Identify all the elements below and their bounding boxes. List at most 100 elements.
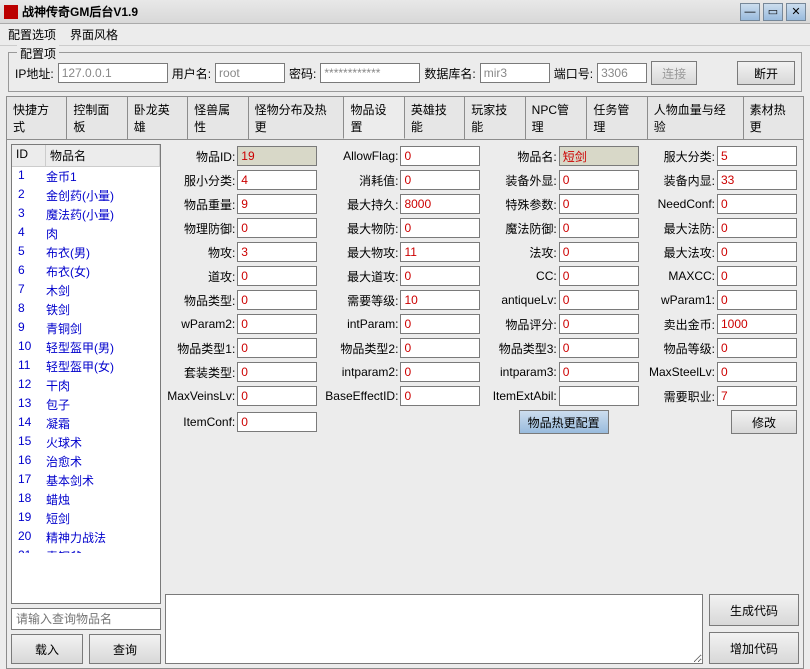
tab-3[interactable]: 怪兽属性: [187, 96, 248, 139]
gencode-button[interactable]: 生成代码: [709, 594, 799, 626]
menu-skin[interactable]: 界面风格: [70, 26, 118, 43]
field-input[interactable]: [559, 338, 639, 358]
list-item[interactable]: 6布衣(女): [12, 262, 160, 281]
tab-0[interactable]: 快捷方式: [6, 96, 67, 139]
field-input[interactable]: [559, 242, 639, 262]
field-input[interactable]: [559, 170, 639, 190]
pwd-input[interactable]: [320, 63, 420, 83]
field-input[interactable]: [400, 218, 480, 238]
field-input[interactable]: [559, 290, 639, 310]
field-input[interactable]: [237, 170, 317, 190]
list-item[interactable]: 21青铜斧: [12, 547, 160, 553]
list-item[interactable]: 8铁剑: [12, 300, 160, 319]
field-input[interactable]: [717, 338, 797, 358]
field-input[interactable]: [400, 194, 480, 214]
tab-2[interactable]: 卧龙英雄: [127, 96, 188, 139]
field-input[interactable]: [237, 412, 317, 432]
field-input[interactable]: [717, 266, 797, 286]
field-input[interactable]: [400, 362, 480, 382]
list-item[interactable]: 19短剑: [12, 509, 160, 528]
field-input[interactable]: [237, 266, 317, 286]
modify-button[interactable]: 修改: [731, 410, 797, 434]
list-item[interactable]: 11轻型盔甲(女): [12, 357, 160, 376]
port-input[interactable]: [597, 63, 647, 83]
field-input[interactable]: [237, 386, 317, 406]
tab-1[interactable]: 控制面板: [66, 96, 127, 139]
maximize-button[interactable]: ▭: [763, 3, 783, 21]
output-textarea[interactable]: [165, 594, 703, 664]
list-item[interactable]: 10轻型盔甲(男): [12, 338, 160, 357]
field-input[interactable]: [237, 290, 317, 310]
field-input[interactable]: [400, 314, 480, 334]
list-item[interactable]: 18蜡烛: [12, 490, 160, 509]
user-input[interactable]: [215, 63, 285, 83]
load-button[interactable]: 载入: [11, 634, 83, 664]
list-item[interactable]: 7木剑: [12, 281, 160, 300]
tab-6[interactable]: 英雄技能: [404, 96, 465, 139]
tab-4[interactable]: 怪物分布及热更: [248, 96, 345, 139]
list-item[interactable]: 1金币1: [12, 167, 160, 186]
field-input[interactable]: [717, 218, 797, 238]
list-item[interactable]: 3魔法药(小量): [12, 205, 160, 224]
field-input[interactable]: [237, 146, 317, 166]
field-input[interactable]: [717, 362, 797, 382]
menubar: 配置选项 界面风格: [0, 24, 810, 46]
field-input[interactable]: [400, 242, 480, 262]
field-input[interactable]: [559, 314, 639, 334]
close-button[interactable]: ✕: [786, 3, 806, 21]
tab-8[interactable]: NPC管理: [525, 96, 588, 139]
list-item[interactable]: 12干肉: [12, 376, 160, 395]
tab-11[interactable]: 素材热更: [743, 96, 804, 139]
field-input[interactable]: [400, 290, 480, 310]
field-input[interactable]: [400, 338, 480, 358]
disconnect-button[interactable]: 断开: [737, 61, 795, 85]
connect-button[interactable]: 连接: [651, 61, 697, 85]
list-item[interactable]: 15火球术: [12, 433, 160, 452]
field-input[interactable]: [400, 386, 480, 406]
field-input[interactable]: [237, 362, 317, 382]
list-item[interactable]: 5布衣(男): [12, 243, 160, 262]
field-input[interactable]: [559, 386, 639, 406]
list-item[interactable]: 13包子: [12, 395, 160, 414]
field-input[interactable]: [400, 170, 480, 190]
field-input[interactable]: [559, 146, 639, 166]
field-input[interactable]: [400, 266, 480, 286]
minimize-button[interactable]: —: [740, 3, 760, 21]
tab-5[interactable]: 物品设置: [343, 96, 404, 139]
ip-input[interactable]: [58, 63, 168, 83]
field-input[interactable]: [559, 218, 639, 238]
field-input[interactable]: [717, 194, 797, 214]
field-input[interactable]: [237, 338, 317, 358]
field-input[interactable]: [717, 242, 797, 262]
query-button[interactable]: 查询: [89, 634, 161, 664]
search-input[interactable]: [11, 608, 161, 630]
field-input[interactable]: [717, 314, 797, 334]
tab-9[interactable]: 任务管理: [586, 96, 647, 139]
list-item[interactable]: 20精神力战法: [12, 528, 160, 547]
list-item[interactable]: 14凝霜: [12, 414, 160, 433]
field-input[interactable]: [237, 242, 317, 262]
field-input[interactable]: [717, 386, 797, 406]
field-input[interactable]: [717, 290, 797, 310]
item-listbox[interactable]: ID 物品名 1金币12金创药(小量)3魔法药(小量)4肉5布衣(男)6布衣(女…: [11, 144, 161, 604]
field-input[interactable]: [559, 194, 639, 214]
tab-7[interactable]: 玩家技能: [464, 96, 525, 139]
field-input[interactable]: [237, 194, 317, 214]
list-item[interactable]: 4肉: [12, 224, 160, 243]
field-input[interactable]: [717, 170, 797, 190]
menu-config[interactable]: 配置选项: [8, 26, 56, 43]
field-input[interactable]: [559, 266, 639, 286]
titlebar: 战神传奇GM后台V1.9 — ▭ ✕: [0, 0, 810, 24]
list-item[interactable]: 16治愈术: [12, 452, 160, 471]
list-item[interactable]: 17基本剑术: [12, 471, 160, 490]
field-input[interactable]: [237, 218, 317, 238]
field-input[interactable]: [559, 362, 639, 382]
db-input[interactable]: [480, 63, 550, 83]
list-item[interactable]: 2金创药(小量): [12, 186, 160, 205]
field-input[interactable]: [237, 314, 317, 334]
list-item[interactable]: 9青铜剑: [12, 319, 160, 338]
field-input[interactable]: [717, 146, 797, 166]
hotupdate-button[interactable]: 物品热更配置: [519, 410, 609, 434]
field-input[interactable]: [400, 146, 480, 166]
tab-10[interactable]: 人物血量与经验: [647, 96, 744, 139]
